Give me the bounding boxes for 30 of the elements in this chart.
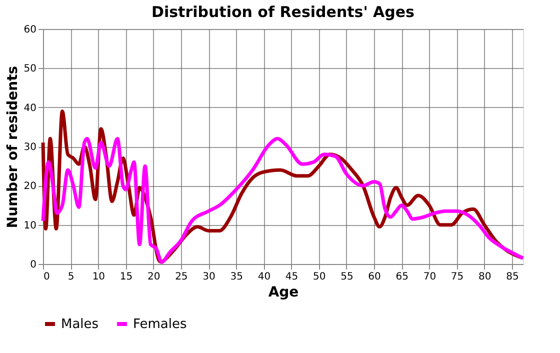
x-tick-label: 60 xyxy=(368,272,381,282)
x-tick-label: 80 xyxy=(478,272,492,282)
x-tick-label: 45 xyxy=(285,272,298,282)
x-tick-label: 50 xyxy=(312,272,326,282)
y-axis-title: Number of residents xyxy=(4,66,21,228)
x-tick-label: 20 xyxy=(147,272,160,282)
x-tick-label: 25 xyxy=(175,272,188,282)
y-tick-label: 0 xyxy=(30,260,36,270)
x-tick-label: 30 xyxy=(202,272,216,282)
x-tick-label: 85 xyxy=(506,272,519,282)
chart-title: Distribution of Residents' Ages xyxy=(152,3,415,21)
x-tick-label: 75 xyxy=(450,272,464,282)
x-tick-label: 0 xyxy=(44,272,50,282)
y-tick-label: 10 xyxy=(24,220,36,232)
x-tick-label: 5 xyxy=(68,272,74,282)
y-tick-label: 40 xyxy=(24,102,36,114)
legend-label: Females xyxy=(133,317,188,332)
x-tick-label: 35 xyxy=(230,272,243,282)
y-tick-label: 50 xyxy=(24,64,36,75)
x-tick-label: 15 xyxy=(120,272,133,282)
x-tick-label: 40 xyxy=(258,272,271,282)
y-tick-label: 30 xyxy=(24,142,36,153)
x-tick-label: 10 xyxy=(92,272,106,282)
x-tick-label: 70 xyxy=(423,272,436,282)
y-tick-label: 60 xyxy=(24,24,36,36)
x-tick-label: 65 xyxy=(396,272,408,282)
x-tick-label: 55 xyxy=(340,272,354,282)
legend-label: Males xyxy=(61,317,99,332)
y-tick-label: 20 xyxy=(24,181,36,192)
x-axis-title: Age xyxy=(268,284,299,300)
